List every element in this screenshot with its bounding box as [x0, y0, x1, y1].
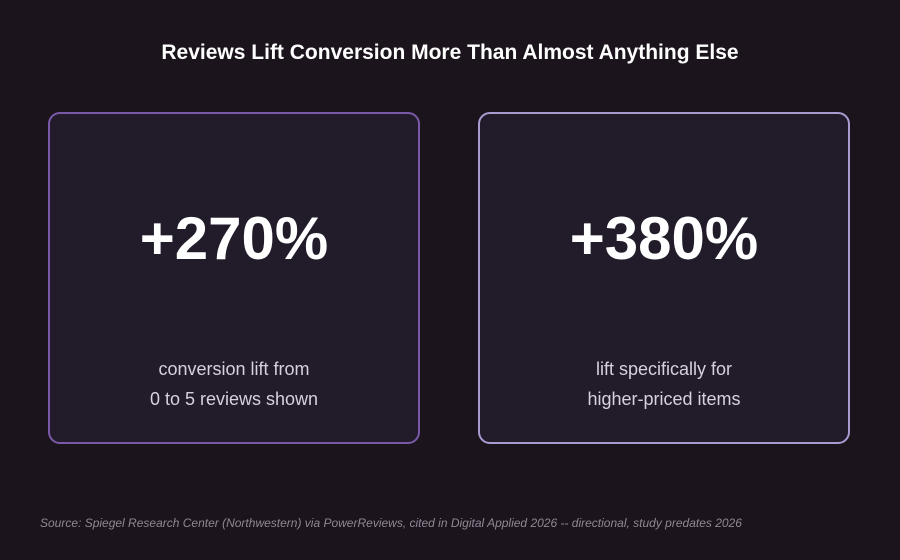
- stat-description-line: higher-priced items: [587, 389, 741, 409]
- stat-description: conversion lift from 0 to 5 reviews show…: [50, 354, 418, 414]
- stat-description-line: lift specifically for: [595, 359, 733, 379]
- source-note: Source: Spiegel Research Center (Northwe…: [40, 516, 742, 530]
- stat-card-higher-priced-lift: +380% lift specifically for higher-price…: [478, 112, 850, 444]
- stat-value: +270%: [139, 205, 329, 272]
- stat-description-line: 0 to 5 reviews shown: [149, 389, 319, 409]
- stat-value: +380%: [569, 205, 759, 272]
- page-title: Reviews Lift Conversion More Than Almost…: [161, 41, 739, 64]
- stat-card-conversion-lift: +270% conversion lift from 0 to 5 review…: [48, 112, 420, 444]
- stat-description-line: conversion lift from: [158, 359, 310, 379]
- stat-description: lift specifically for higher-priced item…: [480, 354, 848, 414]
